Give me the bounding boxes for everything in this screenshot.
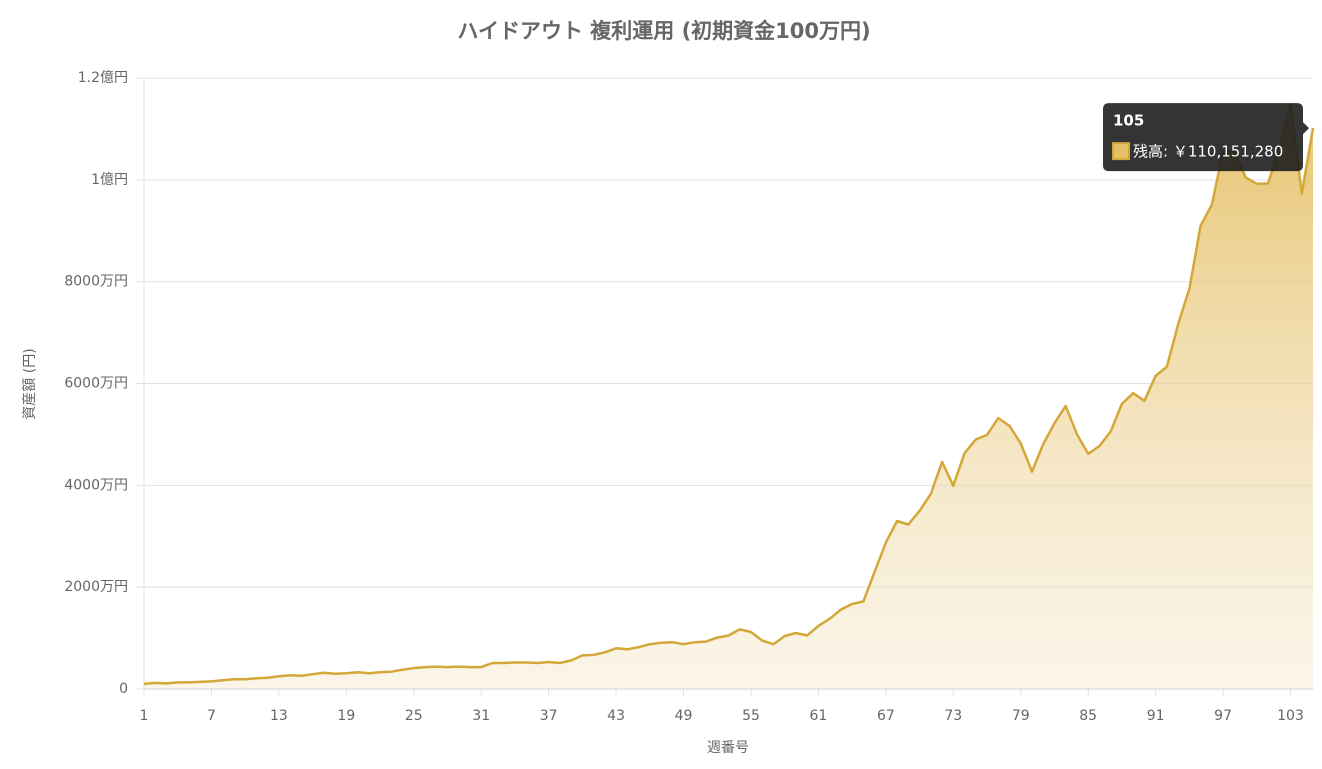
line bbox=[143, 103, 1315, 686]
x-tick-label: 73 bbox=[944, 708, 962, 724]
y-axis-title: 資産額 (円) bbox=[22, 348, 38, 419]
y-tick-label: 2000万円 bbox=[64, 579, 128, 595]
tooltip-box bbox=[1103, 103, 1309, 172]
y-tick-label: 6000万円 bbox=[64, 376, 128, 392]
x-tick-label: 97 bbox=[1214, 708, 1232, 724]
y-tick-label: 0 bbox=[119, 681, 128, 697]
chart-title: ハイドアウト 複利運用 (初期資金100万円) bbox=[457, 19, 870, 43]
plot: 0 2000万円 4000万円 6000万円 8000万円 1億円 1.2億円 1 7 13 19 2… bbox=[64, 70, 1315, 724]
x-tick-label: 13 bbox=[270, 708, 288, 724]
x-tick-label: 7 bbox=[207, 708, 216, 724]
x-tick-label: 25 bbox=[405, 708, 423, 724]
tooltip-title: 105 bbox=[1113, 112, 1144, 130]
x-tick-label: 43 bbox=[607, 708, 625, 724]
x-tick-label: 61 bbox=[810, 708, 828, 724]
tooltip: 105 残高: ￥110,151,280 bbox=[1103, 103, 1309, 172]
y-tick-label: 1億円 bbox=[91, 172, 128, 188]
x-tick-label: 37 bbox=[540, 708, 558, 724]
area bbox=[144, 104, 1313, 689]
x-tick-label: 103 bbox=[1277, 708, 1304, 724]
y-tick-label: 4000万円 bbox=[64, 477, 128, 493]
x-tick-label: 79 bbox=[1012, 708, 1030, 724]
x-tick-label: 67 bbox=[877, 708, 895, 724]
tooltip-swatch bbox=[1112, 142, 1130, 161]
x-tick-label: 55 bbox=[742, 708, 760, 724]
x-tick-label: 31 bbox=[472, 708, 490, 724]
x-tick-label: 49 bbox=[675, 708, 693, 724]
y-tick-label: 1.2億円 bbox=[78, 70, 128, 86]
tooltip-text: 残高: ￥110,151,280 bbox=[1133, 143, 1283, 161]
y-tick-label: 8000万円 bbox=[64, 274, 128, 290]
x-tick-label: 91 bbox=[1147, 708, 1165, 724]
x-tick-label: 1 bbox=[140, 708, 149, 724]
x-axis-title: 週番号 bbox=[707, 740, 749, 756]
x-tick-label: 19 bbox=[337, 708, 355, 724]
x-tick-label: 85 bbox=[1079, 708, 1097, 724]
